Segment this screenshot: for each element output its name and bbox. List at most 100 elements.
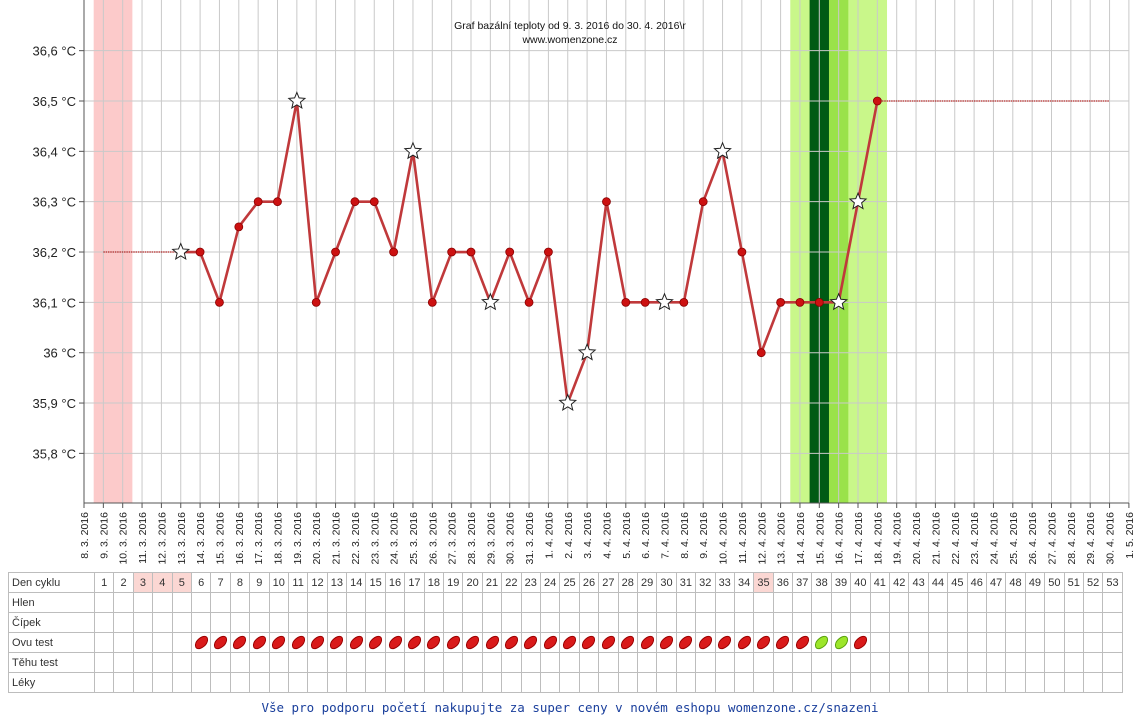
cycle-day-cell: 2 (113, 572, 134, 593)
bbt-chart: 35,8 °C 35,9 °C 36 °C 36,1 °C 36,2 °C 36,3 °C… (32, 0, 1136, 565)
temperature-point (427, 297, 437, 307)
empty-cell (93, 652, 115, 673)
cycle-day-cell: 4 (152, 572, 173, 593)
empty-cell (927, 652, 949, 673)
ovu-test-cell (733, 632, 755, 653)
empty-cell (753, 612, 774, 633)
empty-cell (714, 612, 735, 633)
cycle-day-cell: 44 (927, 572, 949, 593)
cycle-day-cell: 34 (733, 572, 755, 593)
empty-cell (132, 672, 154, 693)
empty-cell (850, 672, 871, 693)
cycle-day-cell: 17 (404, 572, 425, 593)
empty-cell (772, 612, 794, 633)
x-tick-label: 2. 4. 2016 (563, 512, 575, 559)
empty-cell (889, 672, 910, 693)
ovu-test-negative-icon (851, 634, 870, 651)
table-row: Čípek (8, 612, 1123, 633)
temperature-point (350, 197, 360, 207)
x-tick-label: 11. 4. 2016 (737, 512, 749, 564)
x-tick-label: 27. 4. 2016 (1047, 512, 1059, 565)
empty-cell (210, 672, 231, 693)
empty-cell (171, 672, 192, 693)
footer-link[interactable]: Vše pro podporu početí nakupujte za supe… (261, 700, 879, 715)
empty-cell (675, 592, 697, 613)
empty-cell (656, 592, 677, 613)
temperature-point (776, 297, 785, 307)
empty-cell (326, 652, 348, 673)
cycle-day-cell: 48 (1005, 572, 1026, 593)
ovu-test-cell (598, 632, 619, 653)
empty-cell (268, 612, 289, 633)
empty-cell (384, 592, 406, 613)
y-tick-label: 35,8 °C (32, 446, 76, 461)
cycle-day-cell: 14 (346, 572, 367, 593)
cycle-table: Den cyklu 1 2 3 4 5 6 7 8 9 10 11 12 13 14 15 16 17 18 19 20… (8, 572, 1123, 693)
empty-cell (365, 652, 386, 673)
empty-cell (947, 652, 968, 673)
y-tick-label: 36,3 °C (32, 195, 76, 210)
ovu-test-negative-icon (735, 634, 753, 651)
empty-cell (404, 672, 425, 693)
x-tick-label: 29. 4. 2016 (1085, 512, 1097, 565)
empty-cell (1102, 612, 1123, 633)
empty-cell (753, 652, 774, 673)
empty-cell (811, 592, 832, 613)
empty-cell (1005, 592, 1026, 613)
empty-cell (636, 672, 658, 693)
empty-cell (268, 652, 289, 673)
x-tick-label: 4. 4. 2016 (601, 512, 613, 559)
chart-grid (83, 0, 1130, 503)
empty-cell (966, 612, 987, 633)
cycle-day-cell: 11 (287, 572, 309, 593)
ovu-test-positive-icon (832, 634, 850, 651)
empty-cell (636, 612, 658, 633)
temperature-point (369, 197, 379, 207)
ovu-test-negative-icon (754, 634, 773, 651)
empty-cell (578, 592, 600, 613)
row-label: Čípek (8, 612, 95, 633)
temperature-point (253, 197, 263, 207)
x-tick-label: 28. 3. 2016 (466, 512, 478, 565)
empty-cell (365, 592, 386, 613)
empty-cell (617, 652, 638, 673)
empty-cell (830, 612, 852, 633)
empty-cell (636, 592, 658, 613)
x-tick-label: 8. 3. 2016 (79, 512, 91, 559)
y-tick-label: 36,1 °C (32, 295, 76, 310)
empty-cell (384, 612, 406, 633)
empty-cell (249, 612, 270, 633)
temperature-point (872, 96, 882, 106)
x-tick-label: 15. 3. 2016 (214, 512, 226, 565)
x-tick-label: 12. 4. 2016 (756, 512, 768, 565)
empty-cell (1082, 592, 1104, 613)
temperature-point (311, 297, 321, 307)
empty-cell (947, 672, 968, 693)
ovu-test-cell (792, 632, 813, 653)
row-label: Den cyklu (8, 572, 95, 593)
cycle-day-cell: 42 (889, 572, 910, 593)
x-tick-label: 23. 3. 2016 (369, 512, 381, 565)
x-tick-label: 7. 4. 2016 (660, 512, 672, 559)
empty-cell (578, 652, 600, 673)
temperature-markers (171, 91, 882, 411)
empty-cell (1102, 672, 1123, 693)
x-tick-label: 25. 3. 2016 (408, 512, 420, 565)
empty-cell (1063, 672, 1084, 693)
empty-cell (539, 612, 561, 633)
empty-cell (1082, 612, 1104, 633)
empty-cell (1082, 672, 1104, 693)
ovu-test-positive-icon (812, 634, 831, 651)
empty-cell (869, 612, 891, 633)
empty-cell (268, 592, 289, 613)
x-tick-label: 21. 3. 2016 (331, 512, 343, 565)
empty-cell (501, 652, 522, 673)
ovu-test-cell (675, 632, 697, 653)
ovu-test-negative-icon (677, 634, 695, 651)
x-tick-label: 11. 3. 2016 (137, 512, 149, 564)
empty-cell (733, 672, 755, 693)
empty-cell (404, 652, 425, 673)
y-tick-label: 36,5 °C (32, 94, 76, 109)
ovu-test-cell (1063, 632, 1084, 653)
empty-cell (481, 672, 503, 693)
